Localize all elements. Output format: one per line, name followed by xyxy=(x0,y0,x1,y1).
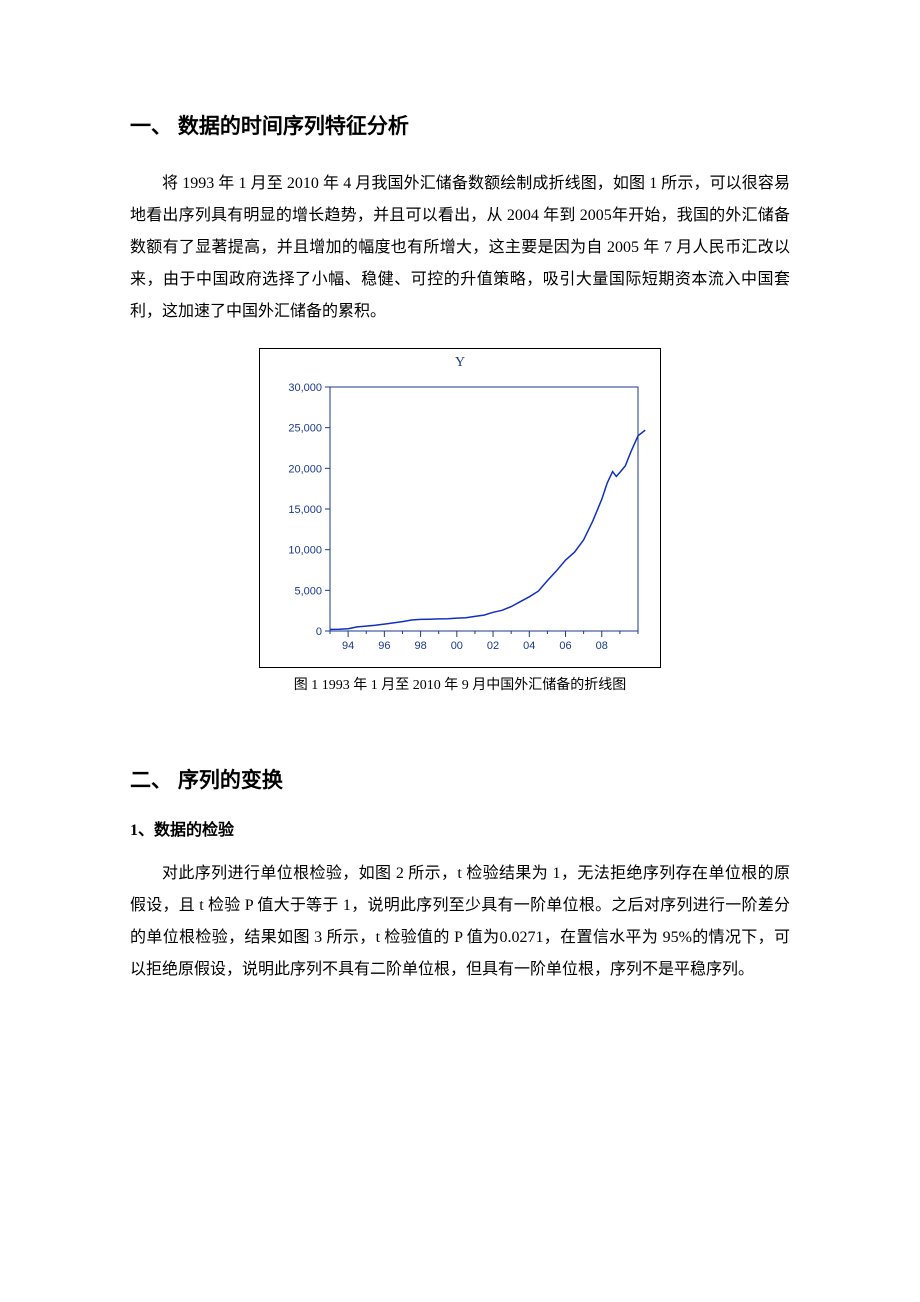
svg-text:96: 96 xyxy=(378,640,390,652)
section2-heading: 二、 序列的变换 xyxy=(130,764,790,794)
svg-text:08: 08 xyxy=(596,640,608,652)
svg-text:15,000: 15,000 xyxy=(288,504,322,516)
svg-text:5,000: 5,000 xyxy=(294,585,322,597)
svg-text:00: 00 xyxy=(451,640,463,652)
section1-heading: 一、 数据的时间序列特征分析 xyxy=(130,110,790,140)
section1-paragraph: 将 1993 年 1 月至 2010 年 4 月我国外汇储备数额绘制成折线图，如… xyxy=(130,168,790,328)
figure-1: Y 0 5,000 10,000 15,000 20,000 25,000 30,000 94… xyxy=(130,348,790,734)
svg-text:20,000: 20,000 xyxy=(288,463,322,475)
figure-1-caption: 图 1 1993 年 1 月至 2010 年 9 月中国外汇储备的折线图 xyxy=(294,674,627,694)
svg-text:10,000: 10,000 xyxy=(288,545,322,557)
svg-text:94: 94 xyxy=(342,640,354,652)
svg-text:04: 04 xyxy=(523,640,535,652)
svg-text:06: 06 xyxy=(559,640,571,652)
page: 一、 数据的时间序列特征分析 将 1993 年 1 月至 2010 年 4 月我… xyxy=(0,0,920,1086)
svg-text:98: 98 xyxy=(414,640,426,652)
chart-title: Y xyxy=(270,355,650,371)
svg-text:02: 02 xyxy=(487,640,499,652)
svg-text:0: 0 xyxy=(316,626,322,638)
section2-sub1-paragraph: 对此序列进行单位根检验，如图 2 所示，t 检验结果为 1，无法拒绝序列存在单位… xyxy=(130,858,790,986)
line-chart: 0 5,000 10,000 15,000 20,000 25,000 30,000 94 96… xyxy=(270,373,650,663)
svg-text:30,000: 30,000 xyxy=(288,382,322,394)
svg-text:25,000: 25,000 xyxy=(288,423,322,435)
section2-sub1-heading: 1、数据的检验 xyxy=(130,816,790,840)
chart-container: Y 0 5,000 10,000 15,000 20,000 25,000 30,000 94… xyxy=(259,348,661,668)
